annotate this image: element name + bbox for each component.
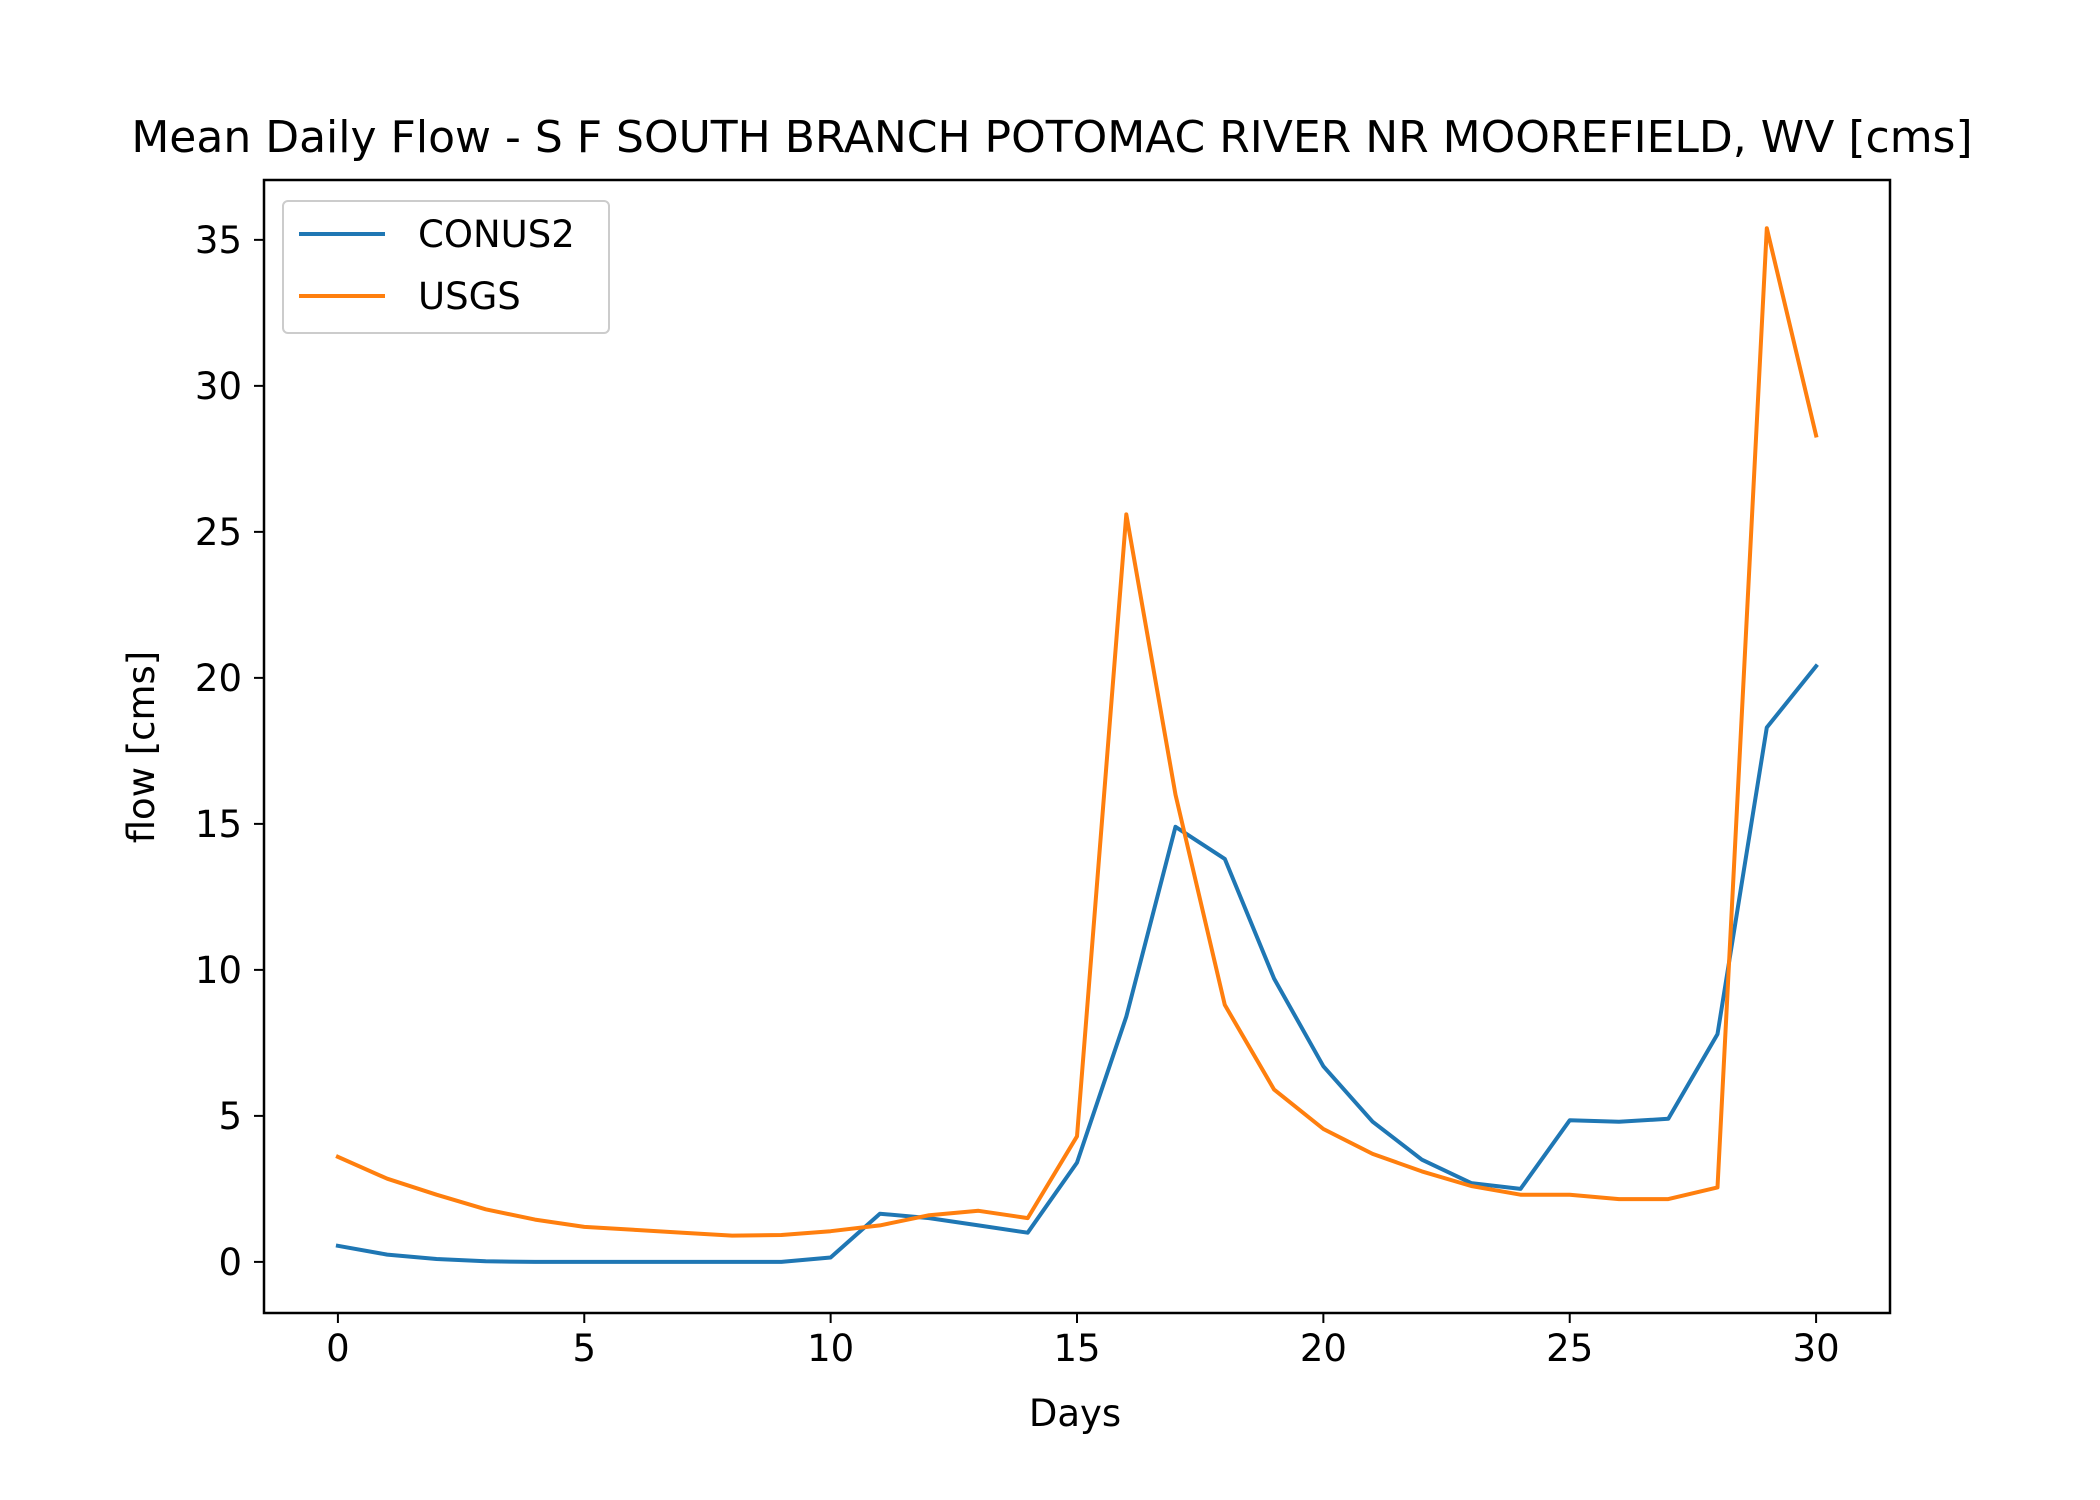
y-axis-label: flow [cms] bbox=[120, 651, 163, 844]
y-tick-label: 15 bbox=[195, 803, 242, 846]
series-line-usgs bbox=[335, 226, 1819, 1238]
x-tick-label: 10 bbox=[807, 1327, 854, 1370]
x-tick-label: 15 bbox=[1053, 1327, 1100, 1370]
series-line-conus2 bbox=[335, 663, 1819, 1264]
y-tick-label: 25 bbox=[195, 511, 242, 554]
plot-area: 0 5 10 15 20 25 30 0 5 10 15 20 25 30 35 CONUS2 USGS bbox=[195, 178, 1892, 1370]
x-axis-label: Days bbox=[1029, 1392, 1121, 1435]
x-tick-label: 30 bbox=[1793, 1327, 1840, 1370]
y-tick-label: 0 bbox=[218, 1241, 242, 1284]
x-tick-label: 0 bbox=[326, 1327, 350, 1370]
y-tick-label: 35 bbox=[195, 219, 242, 262]
y-tick-label: 10 bbox=[195, 949, 242, 992]
x-tick-label: 5 bbox=[572, 1327, 596, 1370]
y-tick-label: 30 bbox=[195, 365, 242, 408]
legend-label-conus2: CONUS2 bbox=[418, 213, 575, 256]
chart-title: Mean Daily Flow - S F SOUTH BRANCH POTOM… bbox=[131, 112, 1972, 163]
x-tick-label: 20 bbox=[1300, 1327, 1347, 1370]
y-tick-label: 20 bbox=[195, 657, 242, 700]
legend-label-usgs: USGS bbox=[418, 275, 521, 318]
x-tick-label: 25 bbox=[1546, 1327, 1593, 1370]
y-tick-label: 5 bbox=[218, 1095, 242, 1138]
